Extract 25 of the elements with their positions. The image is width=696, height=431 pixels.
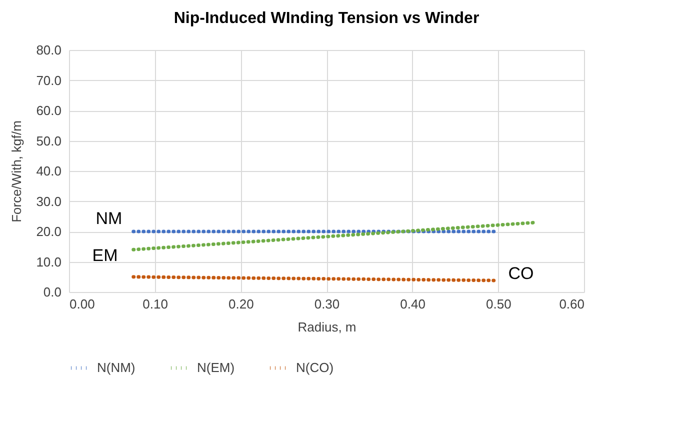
legend-label: N(EM): [197, 360, 235, 375]
annotation: EM: [92, 246, 118, 265]
y-tick-label: 40.0: [36, 164, 62, 178]
x-tick-label: 0.40: [400, 296, 426, 312]
annotation: NM: [96, 209, 122, 228]
y-tick-label: 30.0: [36, 194, 62, 209]
legend-label: N(CO): [296, 360, 334, 375]
y-tick-label: 10.0: [36, 254, 62, 270]
y-axis-title: Force/With, kgf/m: [9, 120, 24, 222]
x-tick-label: 0.60: [559, 296, 584, 312]
x-tick-label: 0.30: [314, 296, 340, 312]
x-tick-label: 0.20: [228, 296, 254, 312]
chart-title: Nip-Induced WInding Tension vs Winder: [174, 10, 480, 27]
x-axis-title: Radius, m: [298, 320, 356, 334]
annotation: CO: [508, 264, 534, 283]
x-tick-label: 0.10: [142, 296, 168, 312]
y-tick-label: 70.0: [36, 72, 62, 88]
y-tick-label: 50.0: [36, 133, 62, 148]
y-tick-label: 20.0: [36, 224, 62, 239]
y-tick-label: 0.0: [43, 284, 62, 300]
y-tick-label: 60.0: [36, 103, 62, 118]
x-tick-label: 0.50: [486, 296, 512, 312]
y-tick-label: 80.0: [36, 42, 62, 58]
legend-label: N(NM): [97, 360, 136, 375]
x-tick-label: 0.00: [70, 296, 95, 312]
